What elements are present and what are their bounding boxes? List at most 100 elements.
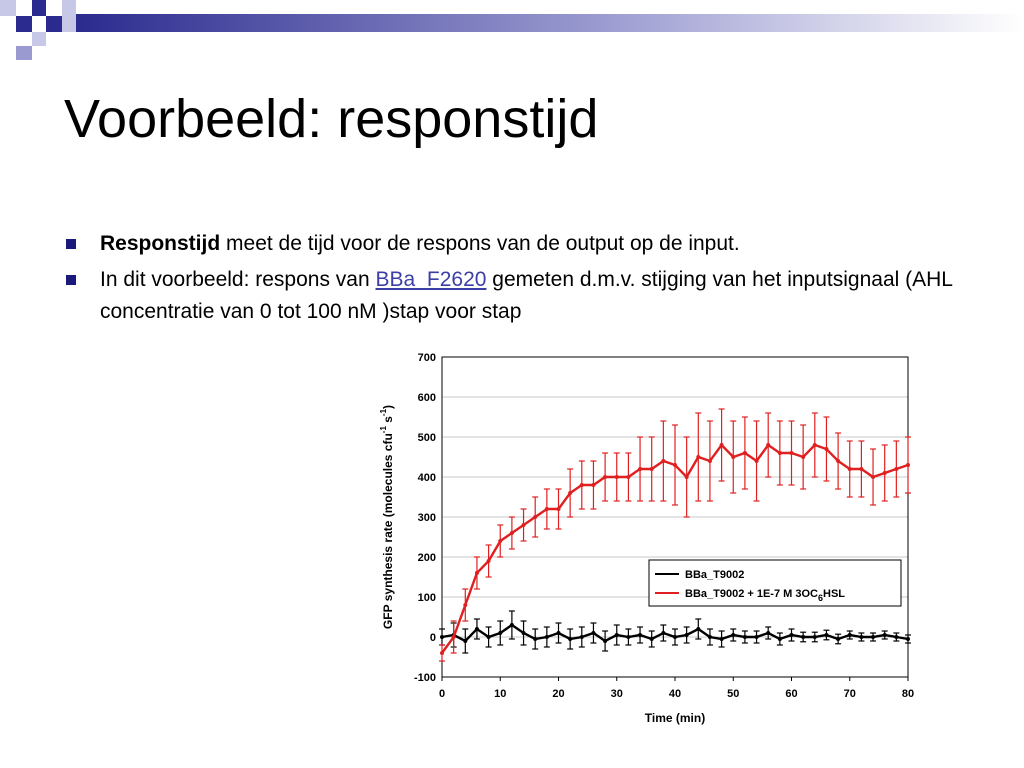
series-black-point: [638, 633, 643, 637]
series-red-point: [789, 451, 794, 455]
series-black-point: [754, 635, 759, 639]
y-tick-label: 500: [418, 432, 436, 444]
series-red-point: [684, 475, 689, 479]
series-black-point: [661, 631, 666, 635]
y-tick-label: 200: [418, 552, 436, 564]
bullet-list: Responstijd meet de tijd voor de respons…: [64, 228, 964, 332]
x-tick-label: 10: [494, 688, 506, 700]
series-black-point: [684, 633, 689, 637]
series-red-point: [533, 515, 538, 519]
series-black-point: [707, 635, 712, 639]
series-black-point: [906, 637, 910, 641]
x-axis-label: Time (min): [645, 711, 705, 725]
series-red-point: [824, 447, 829, 451]
x-tick-label: 60: [785, 688, 797, 700]
series-black-point: [673, 635, 677, 639]
series-black-point: [766, 631, 771, 635]
series-black-point: [568, 637, 573, 641]
x-tick-label: 0: [439, 688, 445, 700]
series-red-point: [882, 471, 887, 475]
slide-title: Voorbeeld: responstijd: [64, 89, 599, 149]
series-black-point: [836, 637, 841, 641]
series-red-point: [836, 459, 841, 463]
series-black-point: [533, 637, 538, 641]
series-red-point: [906, 463, 910, 467]
series-black-point: [859, 635, 864, 639]
series-black-point: [847, 633, 852, 637]
series-red-point: [486, 559, 491, 563]
legend-label: BBa_T9002: [685, 569, 744, 581]
series-red-point: [591, 483, 596, 487]
series-red-point: [766, 443, 771, 447]
series-red-point: [859, 467, 864, 471]
series-red-point: [451, 635, 456, 639]
series-black-point: [556, 631, 561, 635]
series-red-point: [707, 459, 712, 463]
series-red-point: [661, 459, 666, 463]
bullet-item: In dit voorbeeld: respons van BBa_F2620 …: [64, 264, 964, 328]
x-tick-label: 50: [727, 688, 739, 700]
x-tick-label: 40: [669, 688, 681, 700]
series-red-point: [521, 523, 526, 527]
series-red-point: [626, 475, 631, 479]
series-black-point: [882, 633, 887, 637]
y-axis-label-part: s: [381, 416, 395, 426]
x-tick-label: 30: [611, 688, 623, 700]
bullet-item: Responstijd meet de tijd voor de respons…: [64, 228, 964, 260]
x-tick-label: 70: [844, 688, 856, 700]
series-black-point: [498, 631, 503, 635]
series-red-point: [440, 651, 444, 655]
series-red-point: [894, 467, 899, 471]
slide-decoration: [0, 0, 1024, 60]
series-black-point: [742, 635, 747, 639]
series-black-point: [626, 635, 631, 639]
series-red-point: [649, 467, 654, 471]
plot-frame: [441, 356, 909, 678]
series-red-point: [801, 455, 806, 459]
series-red-point: [509, 531, 514, 535]
series-black-point: [894, 635, 899, 639]
series-black-point: [440, 635, 444, 639]
legend-label: BBa_T9002 + 1E-7 M 3OC6HSL: [685, 588, 845, 603]
series-red-point: [498, 539, 503, 543]
series-red-point: [812, 443, 817, 447]
series-red-point: [579, 483, 584, 487]
series-black-point: [777, 637, 782, 641]
series-black-point: [579, 635, 584, 639]
series-black-point: [871, 635, 876, 639]
part-link[interactable]: BBa_F2620: [375, 268, 487, 291]
series-red-point: [603, 475, 608, 479]
bullet-text-before: In dit voorbeeld: respons van: [100, 268, 376, 291]
y-axis-label-part: -1: [379, 426, 388, 434]
square-bullet-icon: [66, 275, 76, 285]
series-red-point: [673, 463, 677, 467]
series-black-point: [591, 631, 596, 635]
x-tick-label: 20: [552, 688, 564, 700]
series-red-point: [871, 475, 876, 479]
series-red-point: [754, 459, 759, 463]
series-black-point: [719, 637, 724, 641]
series-red-point: [847, 467, 852, 471]
legend-label-part: HSL: [823, 588, 845, 600]
legend-label-part: BBa_T9002 + 1E-7 M 3OC: [685, 588, 818, 600]
series-red-point: [742, 451, 747, 455]
series-red-point: [638, 467, 643, 471]
series-red-point: [556, 507, 561, 511]
y-axis-label: GFP synthesis rate (molecules cfu-1 s-1): [379, 405, 395, 629]
series-red-point: [568, 491, 573, 495]
y-tick-label: 300: [418, 512, 436, 524]
series-black-point: [544, 635, 549, 639]
series-black-point: [801, 635, 806, 639]
y-axis-label-part: -1: [379, 408, 388, 416]
series-red-point: [719, 443, 724, 447]
bullet-text: meet de tijd voor de respons van de outp…: [220, 232, 740, 255]
series-black-point: [521, 631, 526, 635]
series-black-point: [614, 633, 619, 637]
series-red-point: [777, 451, 782, 455]
series-black-point: [649, 637, 654, 641]
series-black-point: [509, 623, 514, 627]
y-tick-label: 700: [418, 352, 436, 364]
series-black-point: [812, 635, 817, 639]
square-bullet-icon: [66, 239, 76, 249]
